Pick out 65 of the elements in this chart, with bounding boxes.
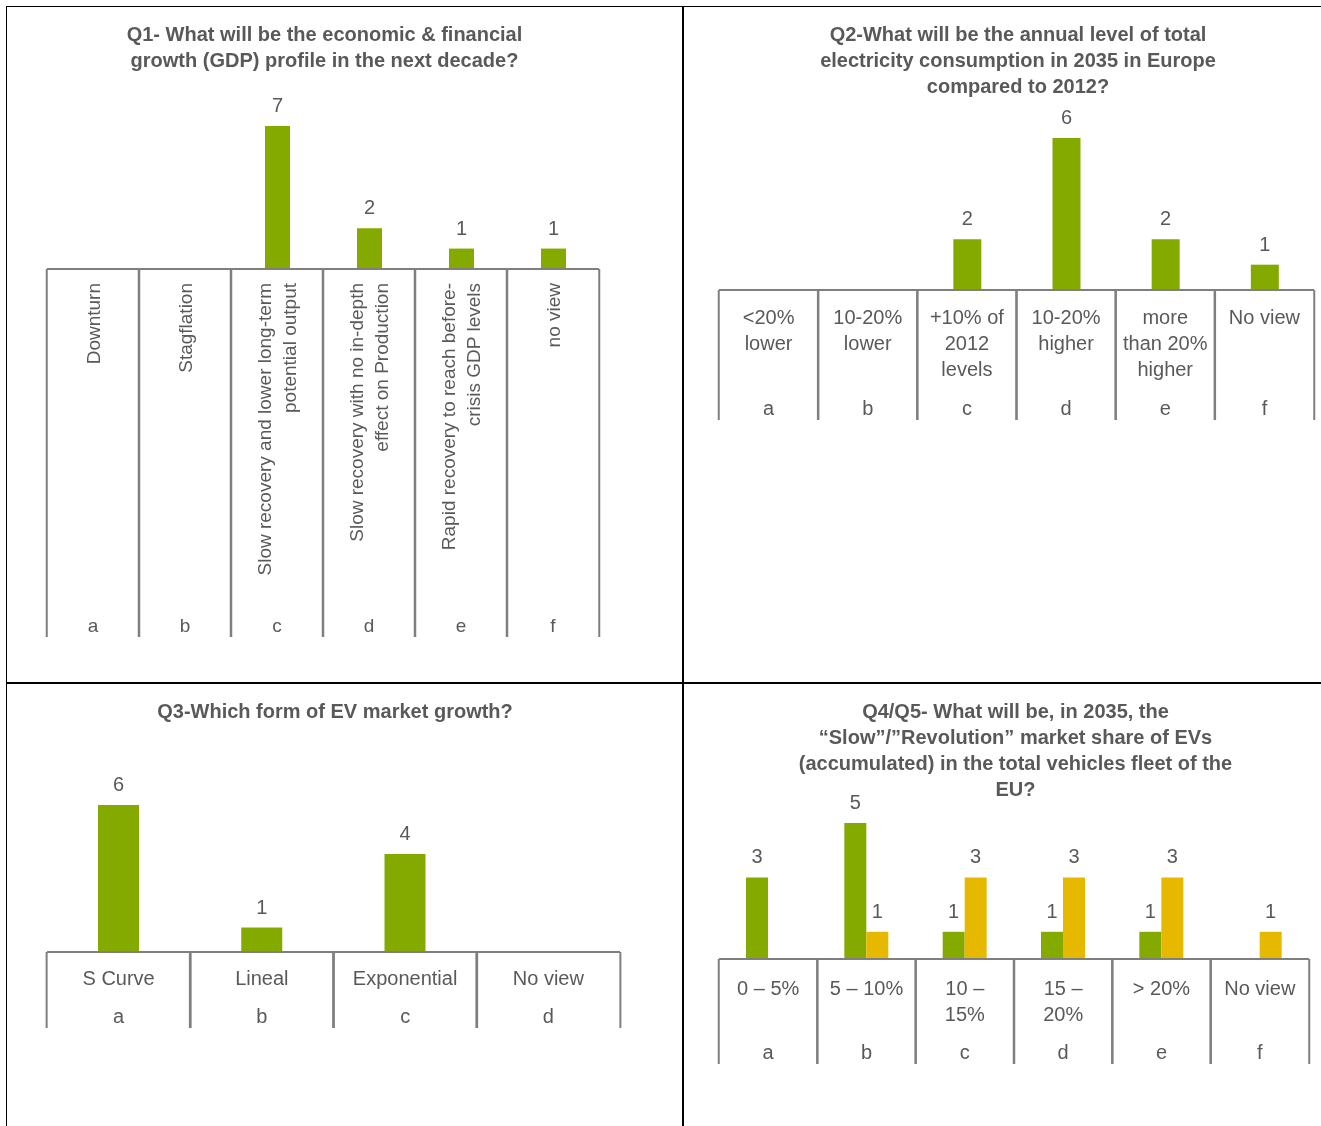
text: b bbox=[862, 397, 874, 419]
text: d bbox=[542, 1005, 554, 1027]
text: f bbox=[1257, 1041, 1264, 1063]
x-tick-label: +10% of 2012 levels bbox=[929, 306, 1005, 380]
x-tick-label: 10 – 15% bbox=[944, 977, 986, 1025]
x-tick-label: Downturn bbox=[82, 283, 104, 365]
data-label: 1 bbox=[1144, 899, 1156, 922]
x-tick-label: No view bbox=[512, 967, 585, 989]
x-tick-label: Lineal bbox=[235, 967, 289, 989]
data-label: 1 bbox=[547, 216, 560, 239]
x-tick-label: no view bbox=[542, 282, 564, 348]
x-tick-label: S Curve bbox=[82, 967, 155, 989]
text: f bbox=[1261, 397, 1268, 419]
data-label: 2 bbox=[363, 196, 376, 219]
text: b bbox=[179, 614, 191, 636]
text: e bbox=[1159, 397, 1171, 419]
text: e bbox=[455, 614, 467, 636]
data-label: 1 bbox=[948, 899, 960, 922]
data-label: 7 bbox=[271, 94, 284, 116]
data-label: 3 bbox=[1068, 845, 1080, 868]
text: c bbox=[961, 397, 972, 419]
x-tick-label: 15 – 20% bbox=[1043, 977, 1084, 1025]
text: b bbox=[256, 1005, 268, 1027]
x-tick-label: No view bbox=[1228, 306, 1301, 328]
data-label: 1 bbox=[1265, 899, 1277, 922]
data-label: 4 bbox=[399, 822, 411, 844]
data-label: 3 bbox=[751, 845, 763, 868]
x-tick-label: 10-20% lower bbox=[833, 306, 903, 354]
text: a bbox=[87, 614, 99, 636]
text: d bbox=[1057, 1041, 1069, 1063]
chart-title: Q2-What will be the annual level of total electricity consumption in 2035 in Europe compared to 2012? bbox=[819, 22, 1217, 99]
x-tick-label: > 20% bbox=[1132, 977, 1191, 999]
x-tick-label: No view bbox=[1224, 977, 1296, 999]
data-label: 1 bbox=[455, 216, 468, 239]
text: c bbox=[272, 614, 282, 636]
data-label: 3 bbox=[970, 845, 982, 868]
x-tick-label: 5 – 10% bbox=[829, 977, 904, 999]
text: e bbox=[1155, 1041, 1168, 1063]
data-label: 2 bbox=[1160, 207, 1172, 230]
text: a bbox=[762, 1041, 775, 1063]
text: d bbox=[363, 614, 375, 636]
data-label: 6 bbox=[112, 773, 125, 795]
x-tick-label: 0 – 5% bbox=[737, 977, 800, 999]
x-tick-label: Exponential bbox=[352, 967, 458, 989]
text: c bbox=[959, 1041, 970, 1063]
text: d bbox=[1060, 397, 1072, 419]
x-tick-label: more than 20% higher bbox=[1122, 306, 1208, 380]
data-label: 1 bbox=[256, 895, 268, 918]
data-label: 3 bbox=[1166, 845, 1178, 868]
text: a bbox=[113, 1005, 126, 1027]
text: b bbox=[860, 1041, 873, 1063]
data-label: 1 bbox=[1046, 899, 1058, 922]
data-label: 6 bbox=[1060, 106, 1073, 128]
data-label: 2 bbox=[961, 207, 973, 230]
chart-title: Q1- What will be the economic & financial growth (GDP) profile in the next decade? bbox=[125, 22, 524, 73]
x-tick-label: Stagflation bbox=[174, 283, 196, 373]
x-tick-label: <20% lower bbox=[742, 306, 795, 354]
x-tick-label: 10-20% higher bbox=[1031, 306, 1101, 354]
data-label: 1 bbox=[871, 899, 883, 922]
text: f bbox=[550, 614, 557, 636]
text: a bbox=[763, 397, 776, 419]
x-tick-label: Slow recovery and lower long-term potential output bbox=[254, 282, 300, 576]
data-label: 1 bbox=[1259, 232, 1271, 255]
text: c bbox=[400, 1005, 411, 1027]
chart-title: Q3-Which form of EV market growth? bbox=[156, 699, 514, 724]
